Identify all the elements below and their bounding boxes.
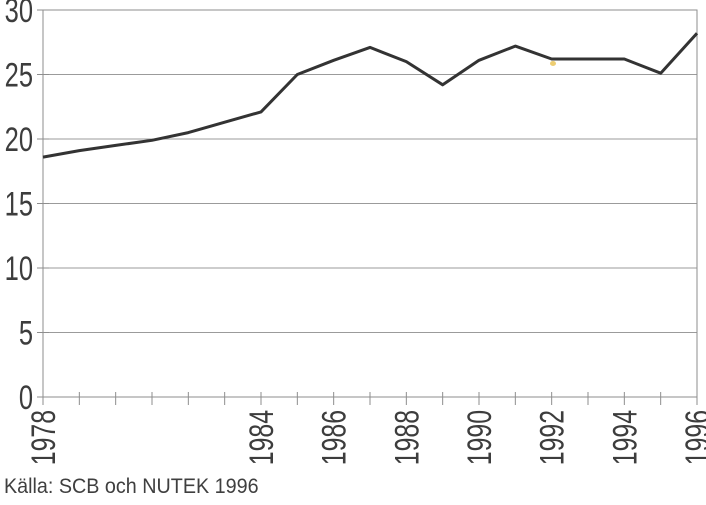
svg-text:10: 10 xyxy=(5,251,33,288)
svg-text:1990: 1990 xyxy=(461,410,499,465)
svg-text:1988: 1988 xyxy=(389,410,427,465)
gridlines xyxy=(43,9,697,398)
svg-text:1986: 1986 xyxy=(316,410,354,465)
y-axis-ticks xyxy=(37,9,49,398)
source-caption: Källa: SCB och NUTEK 1996 xyxy=(4,475,259,498)
x-axis-labels: 1978 1984 1986 1988 1990 1992 1994 1996 xyxy=(25,410,706,465)
svg-text:1994: 1994 xyxy=(607,410,645,465)
svg-text:1992: 1992 xyxy=(534,410,572,465)
svg-text:1996: 1996 xyxy=(679,410,706,465)
svg-text:1984: 1984 xyxy=(243,410,281,465)
svg-text:5: 5 xyxy=(19,315,33,352)
svg-text:20: 20 xyxy=(5,122,33,159)
line-chart: 0 5 10 15 20 25 30 1978 1984 1986 1988 1990 1992 1994… xyxy=(5,0,706,465)
y-axis-labels: 0 5 10 15 20 25 30 xyxy=(5,0,33,417)
x-axis-ticks xyxy=(42,392,698,405)
svg-text:15: 15 xyxy=(5,186,33,223)
data-line xyxy=(42,32,699,159)
svg-text:1978: 1978 xyxy=(25,410,63,465)
svg-text:30: 30 xyxy=(5,0,33,30)
scan-artifact-speck xyxy=(550,61,556,66)
svg-text:25: 25 xyxy=(5,57,33,94)
svg-text:0: 0 xyxy=(19,380,33,417)
